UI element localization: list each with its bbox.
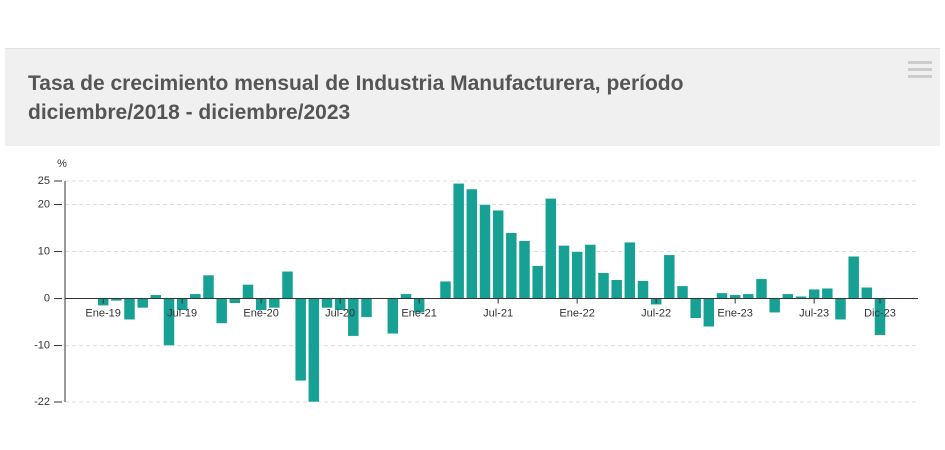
bar: [334, 298, 346, 311]
bar: [531, 265, 544, 299]
bar: [808, 288, 820, 299]
bar: [861, 287, 873, 299]
bar: [123, 298, 136, 320]
bar: [624, 241, 636, 299]
bar: [545, 198, 557, 299]
bar: [610, 279, 623, 299]
bar: [229, 298, 241, 304]
bar: [689, 298, 702, 319]
bar: [847, 255, 860, 299]
bar: [782, 293, 794, 299]
y-tick-label: -22: [34, 396, 50, 408]
bar: [466, 188, 478, 299]
y-tick-label: 10: [38, 245, 50, 257]
x-tick-label: Dic-23: [864, 307, 896, 319]
bar: [703, 298, 715, 328]
bar: [637, 280, 649, 299]
bar: [518, 240, 531, 299]
bar: [136, 298, 149, 309]
bar: [650, 298, 662, 305]
x-tick-label: Jul-22: [641, 307, 671, 319]
y-tick-label: 0: [44, 292, 50, 304]
bar: [176, 298, 188, 311]
bar: [281, 271, 294, 299]
chart-title: Tasa de crecimiento mensual de Industria…: [28, 72, 684, 124]
bar: [308, 298, 320, 403]
x-tick-label: Ene-22: [559, 307, 594, 319]
header: Tasa de crecimiento mensual de Industria…: [5, 48, 940, 146]
bar: [716, 292, 728, 299]
y-tick-label: -10: [34, 339, 50, 351]
x-tick-label: Jul-20: [325, 307, 355, 319]
bar: [189, 293, 202, 299]
bar: [755, 278, 768, 299]
bar: [795, 295, 807, 299]
bar: [347, 298, 360, 337]
bar: [110, 298, 123, 302]
bar: [492, 209, 504, 299]
bar: [163, 298, 175, 346]
bar: [676, 285, 689, 299]
bar: [584, 244, 597, 299]
bar: [768, 298, 781, 313]
bar: [663, 254, 676, 299]
x-tick-label: Jul-19: [167, 307, 197, 319]
x-tick-label: Ene-21: [401, 307, 436, 319]
bar: [215, 298, 228, 324]
x-tick-label: Ene-19: [85, 307, 120, 319]
x-tick-label: Ene-20: [243, 307, 278, 319]
bar: [505, 232, 518, 299]
bar: [202, 274, 215, 299]
bar: [150, 294, 162, 299]
bar: [439, 280, 452, 299]
bar: [242, 284, 254, 299]
bar: [387, 298, 399, 335]
y-axis-label: %: [57, 158, 67, 170]
bar: [597, 272, 610, 299]
bar: [821, 287, 834, 299]
x-tick-label: Ene-23: [717, 307, 752, 319]
y-tick-label: 25: [38, 175, 50, 187]
bar: [268, 298, 281, 309]
bar: [255, 298, 267, 311]
bar: [571, 251, 583, 299]
bar: [874, 298, 886, 336]
bar: [558, 245, 570, 299]
bar: [452, 183, 465, 299]
y-tick-label: 20: [38, 198, 50, 210]
bar: [97, 298, 109, 306]
x-tick-label: Jul-23: [799, 307, 829, 319]
bar: [321, 298, 333, 309]
menu-button[interactable]: [908, 59, 932, 79]
bar: [413, 298, 425, 313]
bar: [294, 298, 307, 382]
x-tick-label: Jul-21: [483, 307, 513, 319]
bar: [360, 298, 373, 318]
bar: [834, 298, 847, 320]
bar: [729, 294, 741, 299]
bar: [742, 293, 755, 299]
bar: [479, 204, 491, 299]
bar: [400, 293, 412, 299]
